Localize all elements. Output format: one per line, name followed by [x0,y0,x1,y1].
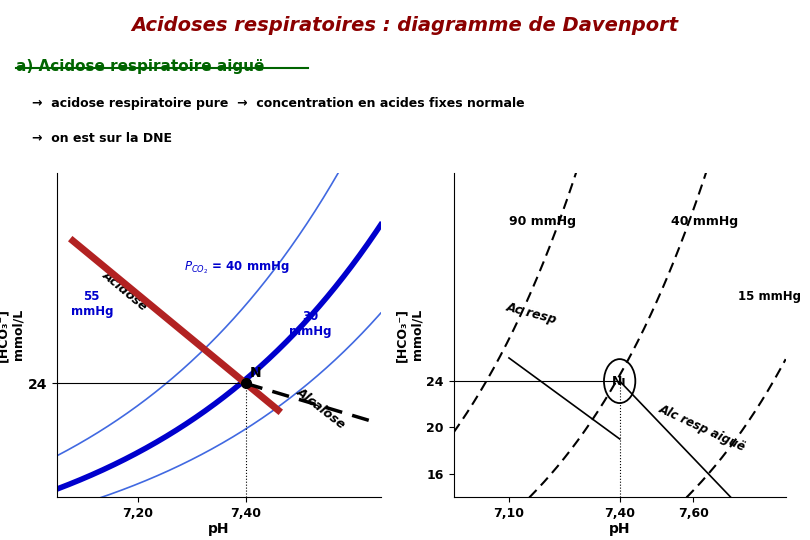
Text: Alc resp aiguë: Alc resp aiguë [657,402,748,454]
Text: →  on est sur la DNE: → on est sur la DNE [32,132,173,145]
Text: 55
mmHg: 55 mmHg [70,289,113,318]
Text: 90 mmHg: 90 mmHg [509,215,576,228]
Text: N: N [250,366,262,380]
Text: a) Acidose respiratoire aiguë: a) Acidose respiratoire aiguë [16,59,265,75]
Text: 15 mmHg: 15 mmHg [738,290,801,303]
Text: 40 mmHg: 40 mmHg [671,215,739,228]
X-axis label: pH: pH [208,522,229,536]
Text: Ac resp: Ac resp [505,300,559,326]
Text: Nı: Nı [612,375,626,388]
Text: Alcalose: Alcalose [294,384,348,431]
Y-axis label: [HCO₃⁻]
mmol/L: [HCO₃⁻] mmol/L [0,308,24,362]
Text: $P_{CO_2}$ = 40 mmHg: $P_{CO_2}$ = 40 mmHg [184,259,289,275]
Text: Acidose: Acidose [100,268,150,314]
X-axis label: pH: pH [609,522,630,536]
Text: Acidoses respiratoires : diagramme de Davenport: Acidoses respiratoires : diagramme de Da… [131,16,679,35]
Text: →  acidose respiratoire pure  →  concentration en acides fixes normale: → acidose respiratoire pure → concentrat… [32,97,525,110]
Y-axis label: [HCO₃⁻]
mmol/L: [HCO₃⁻] mmol/L [395,308,424,362]
Text: 30
mmHg: 30 mmHg [289,310,332,338]
